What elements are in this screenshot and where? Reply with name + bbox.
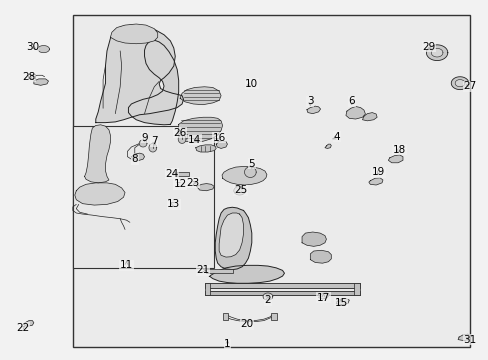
Polygon shape <box>318 293 329 299</box>
Polygon shape <box>196 184 214 191</box>
Polygon shape <box>430 48 442 57</box>
Text: 23: 23 <box>186 178 200 188</box>
Polygon shape <box>302 232 326 246</box>
Bar <box>222 314 228 320</box>
Polygon shape <box>215 207 251 270</box>
Bar <box>177 172 189 176</box>
Polygon shape <box>24 320 34 326</box>
Text: 14: 14 <box>188 135 201 145</box>
Polygon shape <box>454 80 464 87</box>
Text: 21: 21 <box>196 265 209 275</box>
Polygon shape <box>180 87 221 105</box>
Polygon shape <box>426 45 447 60</box>
Polygon shape <box>222 166 266 185</box>
Text: 16: 16 <box>212 133 225 143</box>
Bar <box>204 283 359 288</box>
Polygon shape <box>195 145 216 152</box>
Polygon shape <box>325 144 330 148</box>
Polygon shape <box>216 140 227 148</box>
Text: 26: 26 <box>173 128 186 138</box>
Polygon shape <box>84 125 110 183</box>
Text: 24: 24 <box>165 168 179 179</box>
Polygon shape <box>177 117 222 142</box>
Bar <box>204 291 359 296</box>
Polygon shape <box>244 167 256 177</box>
Text: 10: 10 <box>245 79 258 89</box>
Polygon shape <box>34 79 48 85</box>
Text: 30: 30 <box>26 42 39 51</box>
Bar <box>353 283 359 296</box>
Bar <box>73 15 469 347</box>
Bar <box>271 314 277 320</box>
Polygon shape <box>345 107 365 119</box>
Polygon shape <box>306 106 320 114</box>
Text: 7: 7 <box>151 136 157 146</box>
Text: 22: 22 <box>16 323 29 333</box>
Text: 19: 19 <box>371 167 385 177</box>
Text: 5: 5 <box>248 159 255 169</box>
Polygon shape <box>450 77 468 90</box>
Text: 9: 9 <box>141 133 147 143</box>
Text: 15: 15 <box>334 298 347 308</box>
Polygon shape <box>110 24 158 44</box>
Polygon shape <box>362 113 376 121</box>
Polygon shape <box>209 265 284 283</box>
Text: 17: 17 <box>316 293 329 303</box>
Bar <box>27 74 35 78</box>
Text: 31: 31 <box>462 334 475 345</box>
Polygon shape <box>75 183 125 205</box>
Polygon shape <box>310 250 330 263</box>
Text: 3: 3 <box>306 96 313 106</box>
Text: 13: 13 <box>167 199 180 210</box>
Text: 25: 25 <box>233 185 247 195</box>
Text: 20: 20 <box>240 319 253 329</box>
Polygon shape <box>335 298 348 305</box>
Text: 11: 11 <box>120 260 133 270</box>
Polygon shape <box>263 293 272 300</box>
Polygon shape <box>219 213 243 257</box>
Text: 18: 18 <box>392 144 406 154</box>
Polygon shape <box>96 25 183 123</box>
Bar <box>204 283 210 296</box>
Polygon shape <box>38 45 49 53</box>
Text: 28: 28 <box>22 72 36 82</box>
Polygon shape <box>233 186 245 195</box>
Polygon shape <box>387 155 402 163</box>
Text: 12: 12 <box>173 179 186 189</box>
Polygon shape <box>457 334 470 341</box>
Polygon shape <box>128 40 178 125</box>
Bar <box>73 126 214 268</box>
Text: 27: 27 <box>462 81 475 91</box>
Bar <box>206 269 233 273</box>
Polygon shape <box>131 153 144 161</box>
Polygon shape <box>139 140 147 147</box>
Text: 4: 4 <box>333 132 340 142</box>
Text: 6: 6 <box>348 96 354 106</box>
Text: 2: 2 <box>264 295 271 305</box>
Polygon shape <box>368 178 382 185</box>
Text: 8: 8 <box>131 154 138 164</box>
Text: 1: 1 <box>224 339 230 349</box>
Text: 29: 29 <box>421 42 434 51</box>
Polygon shape <box>178 135 185 143</box>
Polygon shape <box>149 143 157 152</box>
